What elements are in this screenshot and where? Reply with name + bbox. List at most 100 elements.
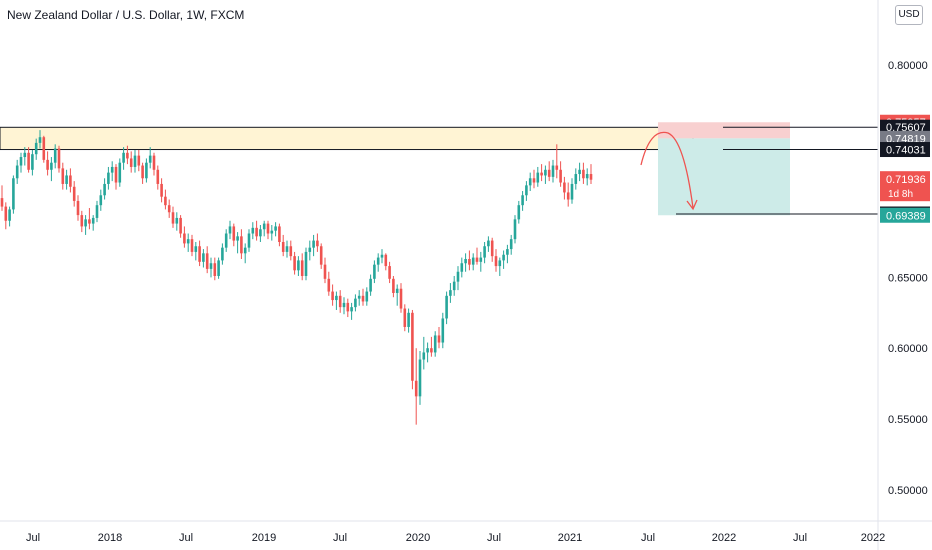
candle-body — [361, 295, 365, 302]
candle-body — [281, 242, 285, 252]
candle-body — [437, 335, 441, 343]
candle-body — [240, 236, 243, 254]
candle-body — [53, 148, 57, 163]
time-axis[interactable]: Jul 2018 Jul 2019 Jul 2020 Jul 2021 Jul 2022 Jul 20… — [26, 532, 885, 544]
current-price-label: 0.71936 — [886, 174, 926, 186]
currency-button[interactable]: USD — [895, 5, 923, 25]
candle-body — [88, 219, 91, 224]
candle-body — [202, 253, 205, 262]
price-tags: 0.759570.756070.748190.740310.694770.693… — [880, 114, 930, 223]
candle-body — [407, 312, 410, 327]
candle-body — [460, 263, 464, 272]
candle-body — [183, 233, 186, 244]
candle-body — [190, 239, 194, 252]
candle-body — [129, 158, 133, 167]
candle-body — [156, 169, 160, 184]
candle-body — [490, 240, 494, 257]
candle-body — [209, 263, 213, 269]
candle-body — [350, 307, 353, 312]
candle-body — [285, 246, 289, 252]
candle-body — [274, 226, 277, 231]
candle-body — [304, 251, 308, 276]
candle-body — [80, 215, 84, 227]
candle-body — [72, 186, 76, 201]
candle-body — [384, 254, 388, 267]
candle-body — [471, 257, 475, 265]
lower-line-tag-label: 0.74031 — [886, 145, 926, 157]
candle-body — [426, 348, 429, 353]
time-tick-label: Jul — [793, 532, 807, 544]
candle-body — [566, 192, 570, 200]
candle-body — [395, 288, 399, 293]
candle-body — [433, 335, 437, 353]
candle-body — [95, 205, 99, 218]
price-axis[interactable]: 0.80000 0.65000 0.60000 0.55000 0.50000 — [888, 60, 928, 497]
time-tick-label: 2018 — [98, 532, 122, 544]
candle-body — [414, 380, 418, 397]
candle-body — [194, 246, 198, 252]
candle-body — [540, 172, 543, 176]
candle-body — [91, 217, 95, 224]
candle-body — [392, 278, 395, 293]
candle-body — [555, 165, 559, 170]
candle-body — [574, 174, 578, 184]
candle-body — [464, 258, 467, 264]
candle-body — [528, 178, 532, 186]
candle-body — [521, 195, 524, 206]
candle-body — [331, 291, 334, 301]
candle-body — [323, 264, 327, 279]
short-position-layer — [658, 122, 790, 216]
candle-body — [456, 271, 460, 282]
candle-body — [388, 266, 391, 279]
candle-body — [338, 295, 342, 308]
candle-body — [57, 148, 61, 169]
symbol-title[interactable]: New Zealand Dollar / U.S. Dollar, 1W, FX… — [7, 8, 245, 22]
candle-body — [12, 178, 15, 210]
candle-body — [319, 246, 323, 265]
candle-body — [418, 359, 422, 397]
candle-body — [76, 200, 80, 216]
time-tick-label: Jul — [333, 532, 347, 544]
candle-body — [27, 152, 30, 170]
take-profit-area — [658, 138, 790, 216]
candle-body — [145, 162, 148, 179]
candle-body — [84, 219, 87, 227]
candle-body — [137, 155, 141, 166]
candle-body — [118, 162, 122, 183]
time-tick-label: 2019 — [252, 532, 276, 544]
candle-body — [8, 209, 11, 221]
candle-body — [346, 302, 350, 312]
candle-body — [278, 226, 281, 242]
candle-body — [551, 165, 555, 177]
candle-body — [373, 264, 376, 279]
supply-zone-rect — [0, 126, 694, 151]
candle-body — [228, 226, 232, 234]
supply-zone-layer — [0, 126, 694, 151]
candle-body — [224, 233, 228, 248]
candle-body — [445, 295, 448, 319]
candle-body — [15, 165, 19, 179]
candle-body — [544, 169, 547, 176]
candle-body — [42, 137, 46, 160]
candle-body — [198, 246, 201, 262]
price-tick-label: 0.80000 — [888, 60, 928, 72]
candle-body — [513, 219, 517, 240]
candle-body — [354, 298, 357, 308]
candle-body — [498, 260, 502, 267]
candle-body — [4, 206, 8, 221]
candle-body — [114, 166, 118, 183]
candle-body — [167, 205, 171, 213]
candle-body — [148, 155, 152, 163]
candle-body — [517, 205, 521, 220]
candle-body — [582, 169, 585, 179]
candle-body — [585, 174, 589, 179]
candle-body — [0, 198, 4, 207]
candle-body — [532, 178, 536, 183]
candle-body — [357, 295, 361, 299]
candle-body — [342, 302, 346, 308]
candle-body — [243, 247, 247, 254]
price-tick-label: 0.60000 — [888, 343, 928, 355]
candle-body — [69, 175, 72, 187]
